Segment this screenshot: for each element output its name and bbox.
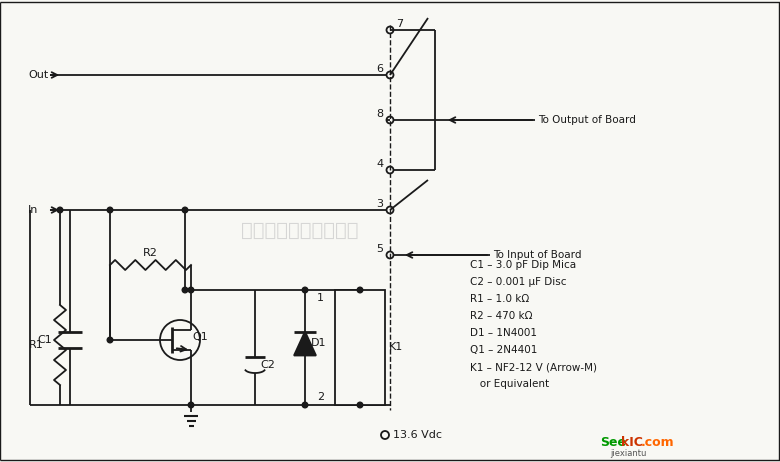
Text: To Input of Board: To Input of Board: [493, 250, 582, 260]
Text: To Output of Board: To Output of Board: [538, 115, 636, 125]
Circle shape: [357, 287, 363, 293]
Circle shape: [183, 287, 188, 293]
Circle shape: [107, 337, 113, 343]
Circle shape: [188, 402, 193, 408]
Text: jiexiantu: jiexiantu: [610, 449, 647, 457]
Circle shape: [302, 287, 308, 293]
Text: K1: K1: [389, 342, 403, 353]
Text: Q1: Q1: [192, 332, 207, 342]
Text: R1 – 1.0 kΩ: R1 – 1.0 kΩ: [470, 294, 530, 304]
Circle shape: [107, 207, 113, 213]
Text: D1: D1: [311, 338, 327, 347]
FancyBboxPatch shape: [335, 290, 385, 405]
Text: 1: 1: [317, 293, 324, 303]
Text: 8: 8: [376, 109, 383, 119]
Circle shape: [183, 207, 188, 213]
Text: Q1 – 2N4401: Q1 – 2N4401: [470, 345, 537, 355]
Text: C2 – 0.001 μF Disc: C2 – 0.001 μF Disc: [470, 277, 566, 287]
Text: In: In: [28, 205, 38, 215]
Circle shape: [188, 287, 193, 293]
Text: Out: Out: [28, 70, 48, 80]
Text: .com: .com: [641, 437, 675, 450]
Text: 13.6 Vdc: 13.6 Vdc: [393, 430, 442, 440]
Circle shape: [357, 402, 363, 408]
Text: kIC: kIC: [621, 437, 643, 450]
Polygon shape: [294, 332, 316, 355]
Text: 杭州将睿科技有限公司: 杭州将睿科技有限公司: [241, 220, 359, 239]
Text: D1 – 1N4001: D1 – 1N4001: [470, 328, 537, 338]
Text: C1 – 3.0 pF Dip Mica: C1 – 3.0 pF Dip Mica: [470, 260, 576, 270]
Text: C1: C1: [37, 335, 52, 345]
Text: R2 – 470 kΩ: R2 – 470 kΩ: [470, 311, 533, 321]
Circle shape: [57, 207, 63, 213]
Text: 4: 4: [376, 159, 383, 169]
Text: 6: 6: [376, 64, 383, 74]
Circle shape: [302, 402, 308, 408]
Text: 7: 7: [396, 19, 403, 29]
Text: See: See: [600, 437, 626, 450]
Text: or Equivalent: or Equivalent: [470, 379, 549, 389]
Text: 3: 3: [376, 199, 383, 209]
Text: C2: C2: [260, 360, 275, 370]
Text: K1 – NF2-12 V (Arrow-M): K1 – NF2-12 V (Arrow-M): [470, 362, 597, 372]
Text: R2: R2: [143, 248, 158, 258]
Text: 5: 5: [376, 244, 383, 254]
Text: 2: 2: [317, 392, 324, 402]
Text: R1: R1: [30, 340, 44, 350]
